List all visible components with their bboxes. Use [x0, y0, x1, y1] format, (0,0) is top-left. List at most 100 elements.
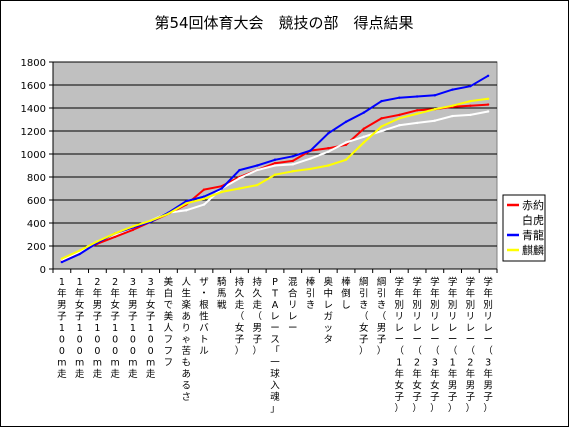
x-tick-label: 奥中レガッタ [324, 276, 334, 346]
data-point [220, 190, 223, 194]
data-point [60, 260, 64, 264]
data-point [256, 183, 259, 187]
data-point [202, 188, 206, 191]
data-point [380, 125, 383, 128]
y-tick-label: 1400 [21, 104, 46, 115]
data-point [398, 124, 401, 127]
plot-area: 0 200 400 600 800 1000 1200 1400 1600 1800 1 年男子 1 0 0… [21, 58, 498, 415]
data-point [78, 249, 81, 252]
data-point [131, 228, 135, 232]
data-point [415, 95, 419, 98]
data-point [291, 163, 294, 166]
data-point [469, 113, 472, 117]
data-point [380, 99, 383, 103]
x-tick-label: 学年別リレー（ 3 年男子） [483, 276, 493, 415]
data-point [415, 109, 419, 112]
data-point [309, 157, 312, 160]
data-point [362, 127, 365, 130]
data-point [273, 158, 277, 161]
y-tick-label: 1800 [21, 58, 46, 69]
data-point [486, 110, 490, 113]
x-tick-label: 学年別リレー（ 1 年男子） [448, 276, 458, 415]
data-point [327, 132, 330, 135]
data-point [362, 135, 365, 138]
legend-label: 麒麟 [522, 243, 544, 257]
data-point [327, 150, 330, 153]
data-point [238, 168, 241, 172]
data-point [433, 119, 437, 122]
data-point [344, 141, 348, 144]
x-tick-label: 美白で美人フフフ [164, 276, 174, 369]
data-point [291, 159, 294, 163]
x-tick-label: 学年別リレー（ 2 年男子） [466, 276, 476, 415]
data-point [238, 176, 241, 180]
data-point [398, 117, 401, 120]
x-tick-label: 棒倒し [341, 276, 351, 311]
data-point [380, 117, 383, 120]
data-point [291, 170, 294, 173]
data-point [362, 111, 365, 114]
y-tick-label: 200 [27, 242, 46, 253]
y-tick-label: 800 [27, 173, 46, 184]
data-point [486, 74, 490, 78]
data-point [167, 212, 170, 215]
y-tick-label: 400 [27, 219, 46, 230]
y-tick-label: 1000 [21, 150, 46, 161]
data-point [309, 167, 312, 171]
data-point [113, 232, 117, 235]
data-point [185, 199, 188, 203]
data-point [256, 164, 259, 167]
data-point [185, 209, 188, 212]
data-point [309, 149, 312, 152]
data-point [256, 168, 259, 172]
data-point [202, 203, 206, 206]
x-tick-label: 持久走（女子） [235, 276, 245, 357]
x-tick-label: 3 年男子 1 0 0 m 走 [128, 277, 138, 380]
x-tick-label: 人生楽ありゃ苦もあるさ [181, 277, 191, 403]
x-tick-label: 騎馬戦 [217, 276, 227, 311]
x-tick-label: 1 年女子 1 0 0 m 走 [75, 277, 85, 380]
data-point [327, 164, 330, 167]
legend-label: 赤約 [522, 198, 544, 212]
data-point [96, 240, 99, 243]
data-point [202, 195, 206, 198]
data-point [451, 104, 454, 107]
data-point [433, 94, 437, 97]
data-point [362, 141, 365, 144]
data-point [344, 120, 348, 124]
x-tick-label: ザ・根性バトル [199, 277, 209, 357]
data-point [78, 252, 81, 256]
x-tick-label: 綱引き（男子） [377, 276, 387, 357]
data-point [273, 173, 277, 176]
x-tick-label: 学年別リレー（ 2 年女子） [412, 276, 422, 415]
data-point [113, 235, 117, 238]
data-point [415, 121, 419, 125]
x-tick-label: 学年別リレー（ 1 年女子） [395, 276, 405, 415]
data-point [60, 257, 64, 260]
data-point [273, 164, 277, 167]
chart-title: 第54回体育大会 競技の部 得点結果 [154, 14, 413, 32]
x-tick-label: 2 年男子 1 0 0 m 走 [93, 277, 103, 380]
x-tick-label: P T A レース「一球入魂」 [270, 277, 280, 415]
y-tick-label: 1200 [21, 127, 46, 138]
x-tick-label: 1 年男子 1 0 0 m 走 [57, 277, 67, 380]
x-tick-label: 混合リレー [288, 277, 298, 334]
data-point [451, 114, 454, 118]
data-point [327, 147, 330, 150]
data-point [220, 187, 223, 190]
data-point [344, 158, 348, 161]
legend-label: 白虎 [522, 213, 544, 227]
data-point [486, 103, 490, 106]
data-point [149, 219, 152, 222]
data-point [469, 99, 472, 103]
y-tick-label: 600 [27, 196, 46, 207]
x-tick-label: 学年別リレー（ 3 年女子） [430, 276, 440, 415]
data-point [238, 187, 241, 190]
y-tick-label: 0 [40, 265, 46, 276]
x-tick-label: 2 年女子 1 0 0 m 走 [110, 277, 120, 380]
data-point [486, 97, 490, 101]
data-point [398, 96, 401, 99]
